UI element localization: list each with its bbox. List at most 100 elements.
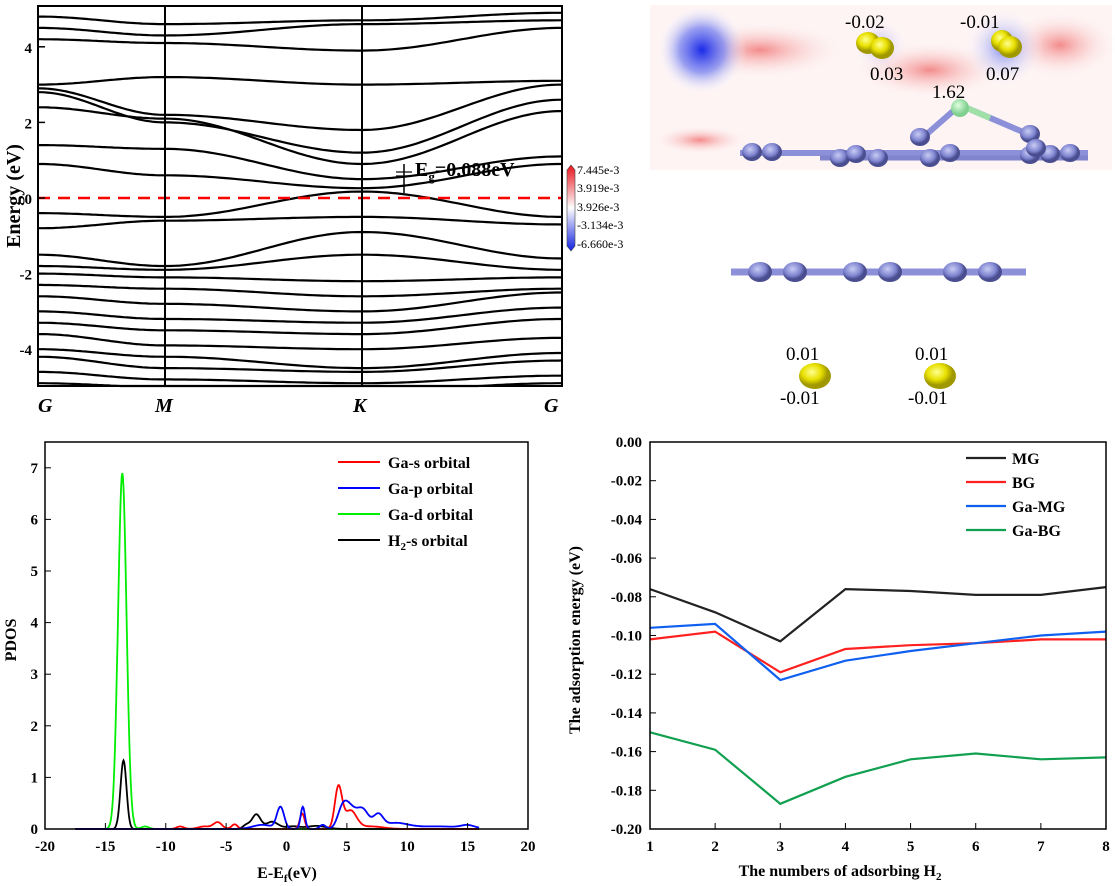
- carbon-atom: [878, 262, 902, 282]
- band-line: [38, 333, 562, 351]
- legend-label: Ga-d orbital: [388, 507, 473, 524]
- legend-label: MG: [1012, 451, 1040, 468]
- adsorption-x-label: The numbers of adsorbing H2: [739, 863, 942, 883]
- band-line: [38, 370, 562, 385]
- carbon-atom: [943, 262, 967, 282]
- carbon-atom: [910, 128, 930, 146]
- colorbar-label: 3.926e-3: [577, 200, 619, 214]
- y-tick-label: -0.18: [611, 783, 642, 799]
- band-line: [38, 11, 562, 26]
- carbon-atom: [978, 262, 1002, 282]
- x-tick-label: 0: [283, 839, 291, 855]
- y-tick-label: 5: [31, 564, 39, 580]
- y-tick-label: 4: [31, 616, 39, 632]
- carbon-atom: [748, 262, 772, 282]
- charge-label: -0.01: [908, 388, 948, 409]
- band-structure-panel: 4 2 0 -2 -4 Energy (eV) G M K G Eg=0.088eV: [3, 5, 563, 417]
- x-tick-label: -15: [95, 839, 115, 855]
- adsorption-legend: MG BG Ga-MG Ga-BG: [966, 451, 1066, 540]
- y-tick-label: 0.00: [616, 435, 642, 451]
- pdos-legend: Ga-s orbital Ga-p orbital Ga-d orbital H2-s…: [338, 455, 473, 553]
- pdos-series-line: [75, 758, 480, 830]
- x-tick-label: 4: [842, 839, 850, 855]
- adsorption-ticks: 1 2 3 4 5 6 7 8 0.00 -0.02 -0.04 -0.06 -0.08 -0.10 -0.…: [611, 435, 1110, 855]
- legend-label: Ga-BG: [1012, 523, 1061, 540]
- x-tick-label: 3: [777, 839, 785, 855]
- band-line: [38, 190, 562, 218]
- y-tick-label: -0.16: [611, 745, 643, 761]
- x-tick-label: 1: [646, 839, 654, 855]
- x-tick-label: -20: [35, 839, 55, 855]
- adsorption-y-label: The adsorption energy (eV): [567, 546, 584, 734]
- x-tick-label: 8: [1102, 839, 1110, 855]
- colorbar-label: -6.660e-3: [577, 237, 623, 251]
- carbon-atom: [846, 145, 866, 163]
- y-tick-label: -0.06: [611, 551, 643, 567]
- legend-label: Ga-MG: [1012, 499, 1066, 516]
- y-tick-label: 1: [31, 770, 39, 786]
- series-line-mg: [649, 586, 1107, 643]
- lower-graphene-layer: [731, 262, 1026, 282]
- charge-depletion-region: [657, 5, 747, 95]
- band-plot-frame: [37, 5, 563, 387]
- kpoint-label: G: [544, 395, 559, 417]
- band-line: [37, 317, 562, 336]
- kpoint-label: G: [38, 395, 53, 417]
- y-tick-label: 0: [25, 192, 33, 208]
- upper-graphene-layer: [740, 99, 1088, 167]
- band-line: [38, 91, 563, 154]
- band-line: [38, 306, 562, 324]
- gallium-atom: [951, 99, 969, 117]
- carbon-atom: [830, 149, 850, 167]
- y-tick-label: 2: [31, 719, 39, 735]
- kpoint-label: K: [352, 395, 368, 417]
- x-tick-label: 5: [343, 839, 351, 855]
- hydrogen-atom: [799, 363, 831, 389]
- carbon-atom: [843, 262, 867, 282]
- x-tick-label: 10: [400, 839, 415, 855]
- y-tick-label: 0: [31, 822, 39, 838]
- pdos-x-label: E-Ef(eV): [257, 865, 317, 885]
- x-tick-label: 7: [1037, 839, 1045, 855]
- x-tick-label: -5: [220, 839, 233, 855]
- band-line: [38, 272, 562, 283]
- pdos-lines: [75, 472, 480, 830]
- x-tick-label: 6: [972, 839, 980, 855]
- hydrogen-atom: [998, 36, 1022, 58]
- carbon-atom: [1020, 125, 1040, 143]
- adsorption-lines: [649, 586, 1107, 806]
- band-line: [38, 348, 562, 370]
- carbon-atom: [1060, 144, 1080, 162]
- charge-label: 0.07: [986, 64, 1019, 85]
- carbon-atom: [742, 143, 762, 161]
- band-line: [38, 83, 563, 132]
- band-line: [38, 355, 563, 373]
- x-tick-label: 15: [460, 839, 475, 855]
- x-tick-label: 20: [521, 839, 536, 855]
- charge-label: 0.01: [915, 344, 948, 365]
- y-tick-label: 6: [31, 512, 39, 528]
- x-tick-label: 5: [907, 839, 915, 855]
- pdos-panel: -20 -15 -10 -5 0 5 10 15 20 0 1 2 3 4 5 6 7 Ga-s orbital…: [3, 441, 536, 885]
- pdos-y-label: PDOS: [3, 619, 20, 662]
- band-line: [38, 75, 562, 86]
- y-tick-label: -2: [20, 268, 33, 284]
- adsorption-energy-panel: 1 2 3 4 5 6 7 8 0.00 -0.02 -0.04 -0.06 -0.08 -0.10 -0.…: [567, 435, 1110, 883]
- y-tick-label: -0.10: [611, 629, 642, 645]
- pdos-series-line: [75, 784, 480, 830]
- band-lines: [37, 11, 563, 388]
- y-tick-label: 4: [25, 41, 33, 57]
- colorbar-label: 3.919e-3: [577, 181, 619, 195]
- x-tick-label: -10: [156, 839, 176, 855]
- band-line: [38, 106, 562, 166]
- y-tick-label: 3: [31, 667, 39, 683]
- carbon-atom: [920, 149, 940, 167]
- legend-label: Ga-s orbital: [388, 455, 471, 472]
- svg-text:Eg=0.088eV: Eg=0.088eV: [415, 159, 515, 184]
- charge-label: 1.62: [932, 82, 965, 103]
- charge-label: 0.03: [870, 64, 903, 85]
- y-tick-label: -0.04: [611, 512, 643, 528]
- charge-label: -0.02: [845, 12, 885, 33]
- band-line: [38, 230, 563, 268]
